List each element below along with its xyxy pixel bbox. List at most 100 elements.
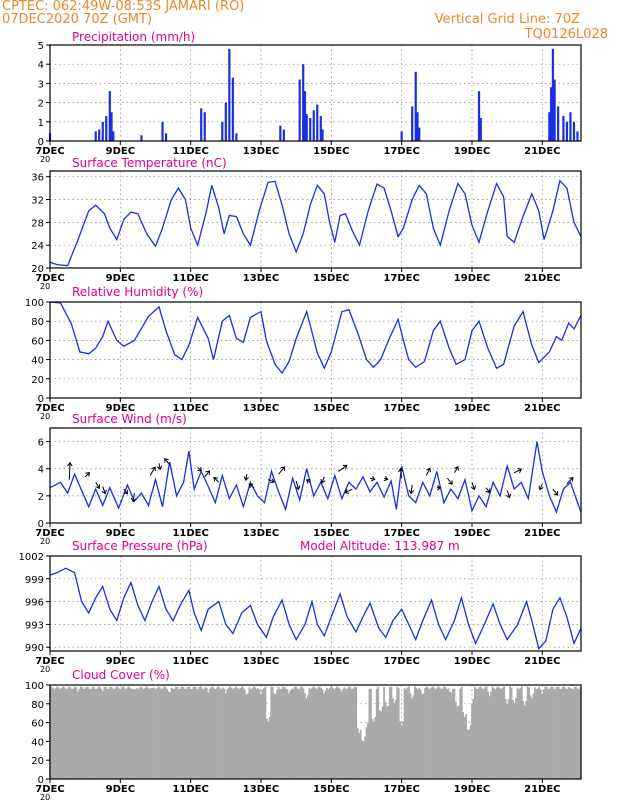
cloud-bar	[476, 689, 479, 779]
precip-bar	[316, 104, 319, 141]
cloud-xtick-label: 17DEC	[383, 784, 419, 795]
cloud-bar	[342, 688, 344, 779]
precip-bar	[548, 112, 551, 141]
cloud-bar	[261, 689, 264, 779]
cloud-bar	[352, 688, 355, 779]
cloud-bar	[349, 687, 352, 779]
cloud-bar	[268, 716, 271, 779]
cloud-bar	[78, 688, 81, 779]
cloud-bar	[350, 689, 353, 779]
cloud-bar	[463, 716, 466, 779]
cloud-bar	[475, 688, 478, 779]
cloud-bar	[535, 689, 538, 779]
cloud-bar	[372, 721, 375, 779]
wind-vector-arrowhead	[426, 467, 432, 473]
wind-vector-arrowhead	[305, 479, 311, 484]
cloud-bar	[117, 688, 120, 779]
cloud-bar	[383, 687, 385, 779]
precip-bar	[279, 125, 282, 141]
cloud-bar	[217, 686, 220, 779]
wind-vector-arrowhead	[436, 484, 442, 491]
cloud-bar	[343, 687, 346, 779]
cloud-bar	[459, 688, 462, 779]
pressure-xtick-label: 7DEC	[35, 656, 64, 667]
precip-xtick-label: 9DEC	[106, 146, 135, 157]
temp-series-line	[49, 179, 582, 267]
cloud-bar	[457, 705, 460, 779]
cloud-bar	[381, 706, 384, 779]
cloud-bar	[264, 686, 267, 779]
wind-vector-arrowhead	[553, 491, 559, 496]
precip-ytick-label: 0	[38, 137, 44, 148]
cloud-bar	[500, 689, 503, 779]
cloud-bar	[507, 699, 510, 779]
cloud-bar	[482, 689, 485, 779]
pressure-series-line	[49, 567, 582, 651]
rh-ytick-label: 40	[31, 356, 44, 367]
cloud-bar	[550, 686, 553, 779]
cloud-bar	[355, 687, 358, 779]
cloud-bar	[260, 694, 262, 779]
wind-ytick-label: 0	[38, 519, 44, 530]
cloud-bar	[391, 698, 394, 779]
cloud-bar	[490, 691, 492, 779]
cloud-bar	[572, 689, 574, 779]
precip-xtick-label: 7DEC	[35, 146, 64, 157]
cloud-bar	[75, 687, 78, 779]
wind-year-stub: 20	[40, 537, 50, 546]
pressure-year-stub: 20	[40, 665, 50, 674]
cloud-bar	[293, 687, 296, 779]
cloud-bar	[531, 698, 533, 779]
wind-vector-arrow	[84, 472, 90, 478]
wind-vector-arrowhead	[243, 476, 250, 481]
cloud-bar	[510, 687, 513, 779]
cloud-bar	[270, 686, 273, 779]
cloud-bar	[367, 722, 369, 779]
cloud-bar	[175, 686, 177, 779]
cloud-bar	[362, 741, 365, 779]
cloud-bar	[324, 690, 327, 779]
precip-bar	[203, 112, 206, 141]
cloud-bar	[154, 689, 157, 779]
wind-vector-arrowhead	[568, 477, 574, 482]
cloud-bar	[169, 692, 172, 779]
cloud-bar	[525, 700, 528, 779]
cloud-bar	[197, 688, 199, 779]
cloud-bar	[123, 688, 126, 779]
cloud-bar	[541, 694, 544, 779]
cloud-bar	[188, 686, 191, 779]
cloud-bar	[491, 686, 494, 779]
wind-vector-arrow	[485, 487, 491, 493]
wind-vector-arrowhead	[213, 476, 219, 482]
wind-vector-arrow	[248, 483, 255, 489]
wind-vector-arrow	[295, 480, 300, 490]
wind-vector-arrowhead	[85, 472, 90, 477]
cloud-bar	[62, 686, 65, 779]
wind-vector-arrowhead	[156, 465, 163, 471]
wind-vector-arrowhead	[248, 483, 254, 489]
wind-vector-arrow	[213, 477, 220, 483]
cloud-bar	[306, 695, 309, 779]
cloud-bar	[265, 718, 268, 779]
cloud-bar	[485, 686, 488, 779]
wind-xtick-label: 19DEC	[454, 528, 490, 539]
precip-ytick-label: 2	[38, 99, 44, 110]
cloud-bar	[122, 686, 125, 779]
cloud-bar	[242, 687, 245, 779]
pressure-extra-label: Model Altitude: 113.987 m	[300, 539, 460, 553]
cloud-bar	[115, 687, 117, 779]
precip-xtick-label: 13DEC	[243, 146, 279, 157]
precip-bar	[557, 106, 560, 141]
cloud-bar	[569, 687, 572, 779]
cloud-bar	[328, 687, 331, 779]
cloud-bar	[390, 686, 393, 779]
cloud-bar	[141, 687, 144, 779]
cloud-bar	[87, 686, 89, 779]
wind-vector-arrow	[506, 490, 511, 498]
wind-vector-arrowhead	[470, 485, 477, 491]
cloud-bar	[94, 688, 97, 779]
cloud-bar	[138, 687, 141, 779]
cloud-bar	[474, 686, 476, 779]
cloud-bar	[245, 694, 248, 779]
precip-bar	[414, 71, 417, 141]
